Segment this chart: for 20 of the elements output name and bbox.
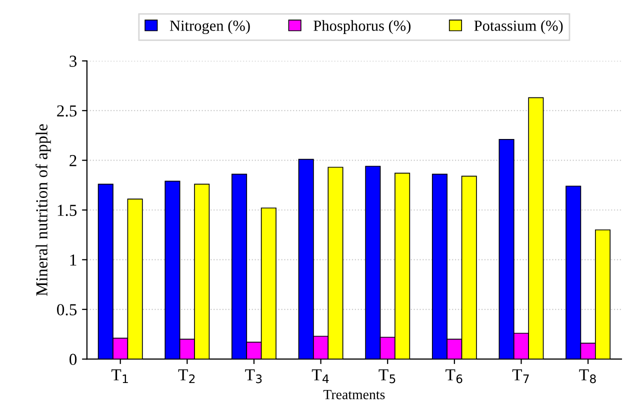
y-tick-label: 3: [70, 56, 77, 67]
y-tick-label: 0: [70, 354, 77, 366]
x-tick-label: T$_{1}$: [111, 369, 128, 384]
x-tick-label: T$_{7}$: [512, 369, 529, 384]
y-tick-label: 2: [70, 155, 76, 166]
y-tick-label: 1.5: [58, 204, 77, 216]
y-axis-title: Mineral nutrition of apple: [36, 124, 51, 296]
legend-label: Nitrogen (%): [170, 20, 250, 34]
x-tick-label: T$_{2}$: [178, 369, 195, 384]
legend-label: Phosphorus (%): [314, 20, 411, 34]
x-tick-label: T$_{4}$: [312, 369, 329, 384]
legend-label: Potassium (%): [474, 20, 563, 34]
x-tick-label: T$_{8}$: [579, 369, 596, 384]
x-axis-title: Treatments: [323, 390, 385, 400]
x-tick-label: T$_{5}$: [378, 369, 396, 384]
x-tick-label: T$_{6}$: [446, 369, 462, 384]
y-tick-label: 0.5: [57, 304, 77, 316]
x-tick-label: T$_{3}$: [245, 369, 262, 384]
y-tick-label: 1: [70, 254, 76, 266]
y-tick-label: 2.5: [57, 105, 77, 117]
